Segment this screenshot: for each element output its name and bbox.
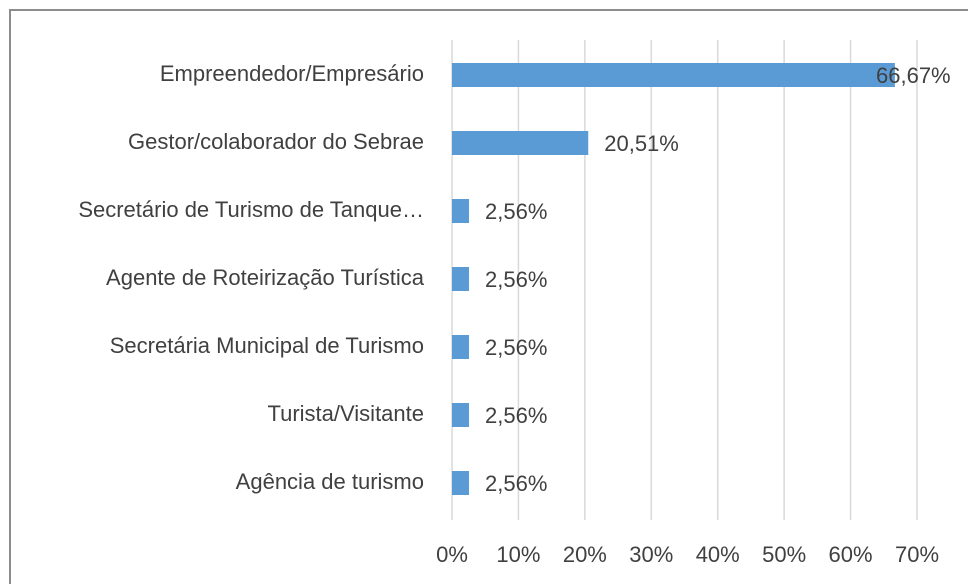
bar [452, 403, 470, 427]
bar [452, 199, 470, 223]
x-tick-label: 20% [563, 542, 607, 567]
chart-frame [9, 9, 968, 584]
y-tick-label: Secretário de Turismo de Tanque… [78, 197, 424, 222]
data-label: 2,56% [485, 335, 547, 360]
x-tick-label: 0% [436, 542, 468, 567]
data-label: 2,56% [485, 199, 547, 224]
x-tick-label: 70% [895, 542, 939, 567]
x-tick-label: 10% [496, 542, 540, 567]
x-tick-label: 60% [829, 542, 873, 567]
bar [452, 131, 589, 155]
y-tick-label: Secretária Municipal de Turismo [110, 333, 424, 358]
y-tick-label: Agência de turismo [236, 469, 424, 494]
bar [452, 63, 895, 87]
x-tick-label: 50% [762, 542, 806, 567]
y-tick-label: Gestor/colaborador do Sebrae [128, 129, 424, 154]
y-tick-label: Agente de Roteirização Turística [106, 265, 425, 290]
bar [452, 471, 470, 495]
x-tick-label: 30% [629, 542, 673, 567]
x-tick-label: 40% [696, 542, 740, 567]
y-tick-label: Turista/Visitante [267, 401, 424, 426]
data-label: 20,51% [604, 131, 679, 156]
y-tick-label: Empreendedor/Empresário [160, 61, 424, 86]
data-label: 66,67% [876, 63, 951, 88]
data-label: 2,56% [485, 267, 547, 292]
data-label: 2,56% [485, 471, 547, 496]
bar [452, 335, 470, 359]
bar [452, 267, 470, 291]
data-label: 2,56% [485, 403, 547, 428]
